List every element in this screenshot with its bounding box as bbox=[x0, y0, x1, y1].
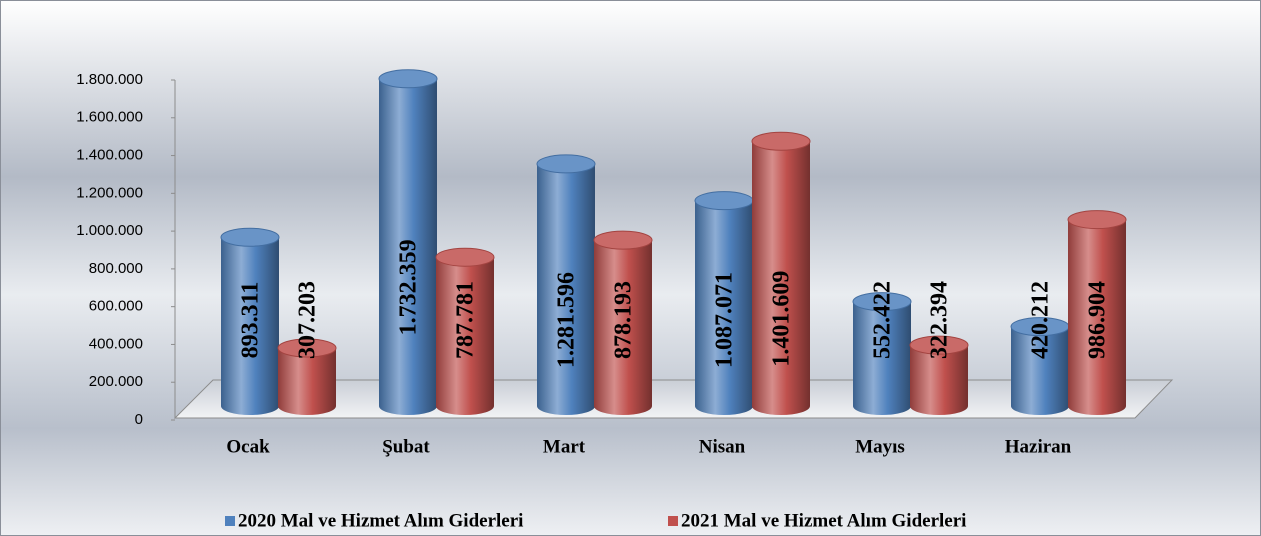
bar bbox=[853, 301, 911, 415]
y-tick-label: 1.200.000 bbox=[76, 184, 143, 201]
y-tick-label: 0 bbox=[135, 411, 143, 428]
value-label: 1.732.359 bbox=[396, 239, 422, 335]
x-tick-label: Mart bbox=[543, 436, 586, 457]
bar-top bbox=[536, 154, 596, 174]
y-tick-label: 1.600.000 bbox=[76, 109, 143, 126]
bar-top bbox=[277, 338, 337, 358]
value-label: 787.781 bbox=[453, 281, 479, 359]
y-tick-label: 600.000 bbox=[89, 298, 143, 315]
value-label: 322.394 bbox=[927, 281, 953, 359]
bar bbox=[695, 200, 753, 415]
bar bbox=[537, 163, 595, 415]
bar bbox=[379, 78, 437, 415]
y-tick-label: 800.000 bbox=[89, 260, 143, 277]
y-tick-label: 1.800.000 bbox=[76, 71, 143, 88]
bar bbox=[910, 345, 968, 415]
bar bbox=[1011, 326, 1069, 415]
value-label: 986.904 bbox=[1085, 281, 1111, 359]
bar-top bbox=[435, 247, 495, 267]
legend-label: 2020 Mal ve Hizmet Alım Giderleri bbox=[238, 510, 523, 531]
value-label: 1.401.609 bbox=[769, 271, 795, 367]
bar-top bbox=[220, 227, 280, 247]
legend-swatch bbox=[668, 516, 678, 526]
y-tick-label: 1.400.000 bbox=[76, 147, 143, 164]
value-label: 1.281.596 bbox=[554, 272, 580, 368]
value-label: 1.087.071 bbox=[712, 272, 738, 368]
bar-top bbox=[1067, 210, 1127, 230]
x-tick-label: Şubat bbox=[382, 436, 430, 457]
bar-top bbox=[751, 131, 811, 151]
bar bbox=[436, 257, 494, 415]
x-tick-label: Haziran bbox=[1005, 436, 1072, 457]
x-tick-label: Ocak bbox=[226, 436, 270, 457]
bar bbox=[1068, 219, 1126, 415]
bar-top bbox=[378, 69, 438, 89]
value-label: 893.311 bbox=[238, 282, 264, 359]
bar bbox=[278, 347, 336, 415]
bar-top bbox=[852, 292, 912, 312]
x-tick-label: Mayıs bbox=[855, 436, 905, 457]
value-label: 420.212 bbox=[1028, 281, 1054, 359]
y-tick-label: 1.000.000 bbox=[76, 222, 143, 239]
bar-top bbox=[694, 191, 754, 211]
bar-top bbox=[909, 335, 969, 355]
bar-top bbox=[593, 230, 653, 250]
y-tick-label: 400.000 bbox=[89, 335, 143, 352]
legend-label: 2021 Mal ve Hizmet Alım Giderleri bbox=[681, 510, 966, 531]
bar bbox=[221, 237, 279, 415]
bar bbox=[594, 240, 652, 415]
bar bbox=[752, 141, 810, 415]
value-label: 307.203 bbox=[295, 281, 321, 359]
legend-swatch bbox=[225, 516, 235, 526]
y-tick-label: 200.000 bbox=[89, 373, 143, 390]
value-label: 552.422 bbox=[870, 281, 896, 359]
value-label: 878.193 bbox=[611, 281, 637, 359]
x-tick-label: Nisan bbox=[699, 436, 746, 457]
